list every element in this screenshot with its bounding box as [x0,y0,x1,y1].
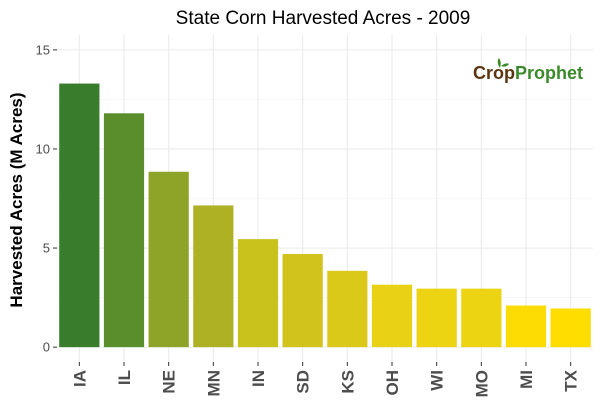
bar-il [103,113,145,348]
x-tick-label: SD [294,370,313,394]
bar-ia [59,83,100,348]
bar-wi [416,288,457,348]
y-tick-label: 0 [43,340,50,355]
bar-sd [282,253,323,348]
bar-oh [371,284,413,348]
x-tick-label: OH [383,370,402,396]
bar-ks [327,270,368,348]
bar-mi [505,305,547,348]
y-axis-label: Harvested Acres (M Acres) [7,92,26,307]
x-axis-ticks: IA IL NE MN IN SD KS OH WI MO MI TX [70,362,581,397]
bar-mn [193,205,234,348]
x-tick-label: IA [70,370,89,387]
bar-tx [550,308,591,348]
x-tick-label: TX [562,369,581,391]
y-tick-label: 10 [36,141,50,156]
bar-ne [148,171,189,348]
x-tick-label: MI [517,370,536,389]
y-tick-label: 5 [43,241,50,256]
x-tick-label: IN [249,370,268,387]
x-tick-label: KS [338,370,357,394]
logo-sprout-icon [497,58,509,68]
logo-crop-text: Crop [473,63,515,83]
y-tick-label: 15 [36,42,50,57]
x-tick-label: IL [115,370,134,385]
logo-prophet-text: Prophet [515,63,583,83]
x-tick-label: MO [472,370,491,397]
bar-mo [461,288,502,348]
x-tick-label: WI [428,370,447,391]
x-tick-label: NE [160,370,179,394]
svg-text:CropProphet: CropProphet [473,63,583,83]
y-axis-ticks: 0 5 10 15 [36,42,57,355]
cropprophet-logo: CropProphet [473,58,583,83]
bars [59,83,591,348]
bar-in [237,239,279,348]
chart-title: State Corn Harvested Acres - 2009 [176,8,471,29]
x-tick-label: MN [204,370,223,396]
